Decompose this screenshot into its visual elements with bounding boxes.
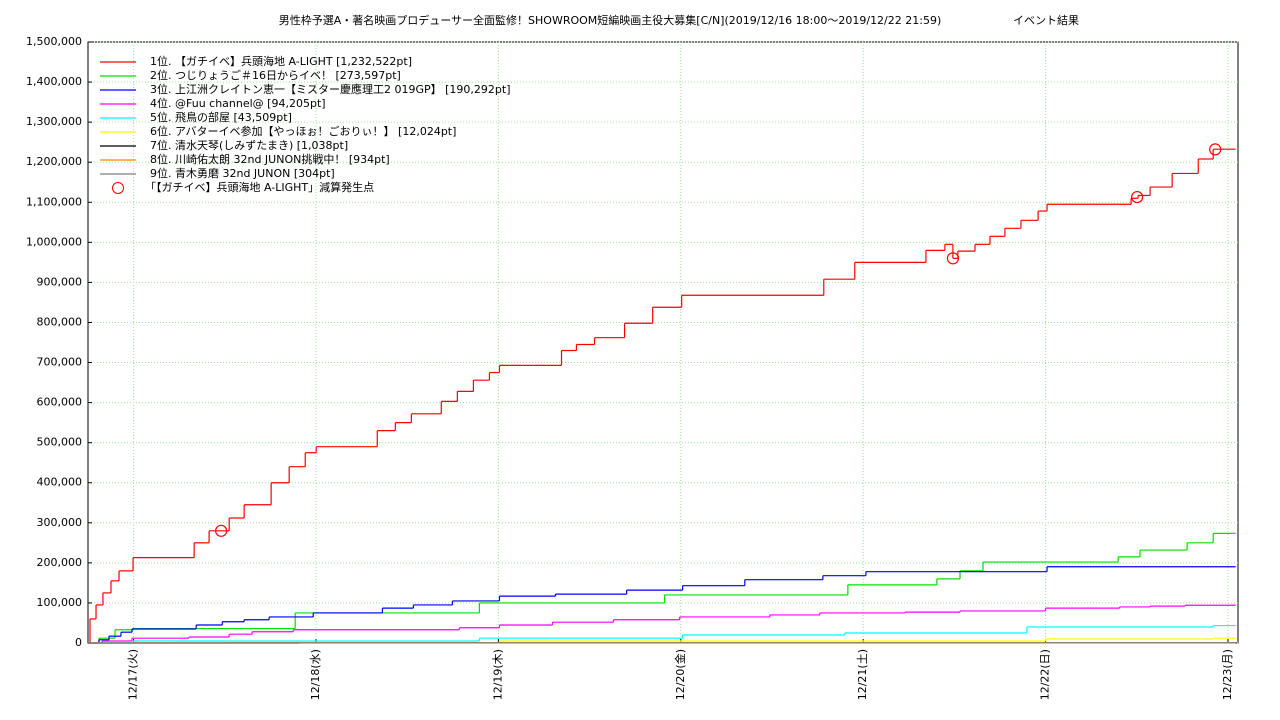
x-tick-label: 12/18(水) xyxy=(309,649,322,700)
legend-label: 4位. @Fuu channel@ [94,205pt] xyxy=(150,96,326,110)
marker xyxy=(215,524,228,537)
y-tick-label: 1,500,000 xyxy=(26,35,82,48)
marker xyxy=(1131,190,1144,204)
y-tick-label: 100,000 xyxy=(37,596,83,609)
x-tick-label: 12/17(火) xyxy=(127,649,140,700)
y-tick-label: 500,000 xyxy=(37,436,83,449)
legend-label: 7位. 清水天琴(しみずたまき) [1,038pt] xyxy=(150,138,348,152)
legend-label: 8位. 川崎佑太朗 32nd JUNON挑戦中！ [934pt] xyxy=(150,152,390,166)
y-tick-label: 1,400,000 xyxy=(26,75,82,88)
legend-marker xyxy=(112,182,124,194)
x-tick-label: 12/21(土) xyxy=(856,649,869,700)
chart-title: 男性枠予選A・著名映画プロデューサー全面監修！SHOWROOM短編映画主役大募集… xyxy=(279,13,942,27)
y-tick-label: 400,000 xyxy=(37,476,83,489)
marker xyxy=(946,252,960,265)
legend-label: 5位. 飛鳥の部屋 [43,509pt] xyxy=(150,110,292,124)
legend-label: 9位. 青木勇磨 32nd JUNON [304pt] xyxy=(150,166,335,180)
legend-label: 2位. つじりょうご＃16日からイベ！ [273,597pt] xyxy=(150,68,401,82)
x-tick-label: 12/20(金) xyxy=(673,649,687,700)
legend-label: 1位. 【ガチイベ】兵頭海地 A-LIGHT [1,232,522pt] xyxy=(150,54,412,68)
y-tick-label: 300,000 xyxy=(37,516,83,529)
y-tick-label: 1,300,000 xyxy=(26,115,82,128)
y-tick-label: 700,000 xyxy=(37,356,83,369)
chart-subtitle: イベント結果 xyxy=(1013,13,1079,27)
marker xyxy=(1209,143,1222,156)
y-tick-label: 1,100,000 xyxy=(26,195,82,208)
y-tick-label: 1,200,000 xyxy=(26,155,82,168)
x-tick-label: 12/23(月) xyxy=(1221,649,1234,700)
y-tick-label: 200,000 xyxy=(37,556,83,569)
y-tick-label: 0 xyxy=(75,636,82,649)
x-tick-label: 12/19(木) xyxy=(491,649,504,700)
legend-label: 3位. 上江洲クレイトン恵一【ミスター慶應理工2 019GP】 [190,292… xyxy=(150,82,511,96)
legend-label: 6位. アバターイベ参加【やっほぉ！ごおりぃ！】 [12,024pt] xyxy=(150,124,456,138)
y-tick-label: 600,000 xyxy=(37,396,83,409)
y-tick-label: 800,000 xyxy=(37,315,83,328)
y-tick-label: 900,000 xyxy=(37,275,83,288)
y-tick-label: 1,000,000 xyxy=(26,235,82,248)
legend-label: 「【ガチイベ】兵頭海地 A-LIGHT」減算発生点 xyxy=(145,180,374,194)
x-tick-label: 12/22(日) xyxy=(1039,649,1052,700)
